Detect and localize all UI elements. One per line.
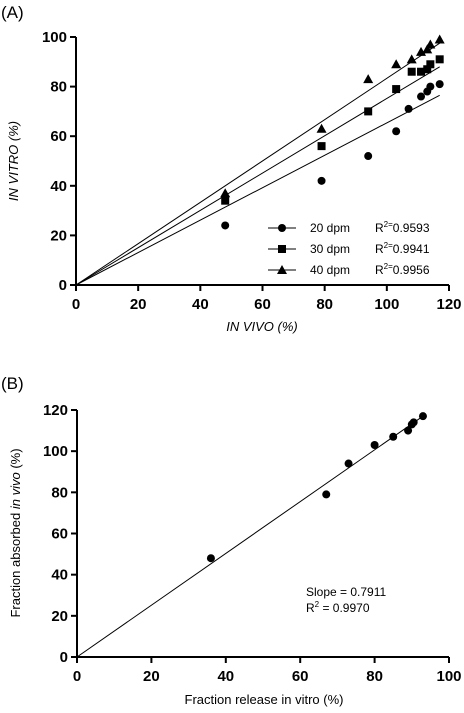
panel-a: (A) 0 20 40 60 80 100 120 0 20 40 60 80 100 IN VIVO… bbox=[1, 3, 462, 334]
panel-a-x-tick-label: 120 bbox=[436, 296, 461, 313]
panel-a-label: (A) bbox=[1, 3, 24, 22]
panel-a-point-s1-0 bbox=[221, 196, 230, 205]
panel-a-point-s1-8 bbox=[435, 55, 444, 64]
panel-b-x-tick-label: 60 bbox=[292, 668, 309, 685]
legend-label-0: 20 dpm bbox=[310, 221, 350, 235]
panel-b-label: (B) bbox=[1, 374, 24, 393]
panel-a-point-s0-4 bbox=[404, 104, 413, 113]
panel-a-x-tick-label: 20 bbox=[130, 296, 147, 313]
panel-a-y-tick-label: 20 bbox=[50, 227, 67, 244]
panel-a-point-s0-3 bbox=[392, 127, 401, 136]
panel-a-point-s1-5 bbox=[417, 67, 426, 76]
panel-a-point-s0-8 bbox=[435, 80, 444, 89]
panel-a-x-tick-label: 0 bbox=[72, 296, 80, 313]
panel-a-y-tick-label: 0 bbox=[59, 277, 67, 294]
panel-b-point-s0-4 bbox=[389, 432, 398, 441]
panel-a-point-s1-2 bbox=[364, 107, 373, 116]
panel-a-x-tick-label: 40 bbox=[192, 296, 209, 313]
panel-a-y-tick-label: 40 bbox=[50, 178, 67, 195]
panel-a-x-tick-label: 100 bbox=[374, 296, 399, 313]
panel-a-x-title: IN VIVO (%) bbox=[226, 319, 298, 334]
panel-b-point-s0-7 bbox=[409, 418, 418, 427]
panel-b-y-tick-label: 80 bbox=[51, 484, 68, 501]
panel-a-y-title: IN VITRO (%) bbox=[6, 121, 21, 201]
panel-a-point-s0-5 bbox=[417, 92, 426, 101]
panel-b-y-tick-label: 120 bbox=[43, 402, 68, 419]
panel-a-point-s0-1 bbox=[317, 176, 326, 185]
panel-b-y-tick-label: 0 bbox=[60, 649, 68, 666]
panel-a-point-s2-7 bbox=[425, 39, 436, 49]
panel-a-point-s0-2 bbox=[364, 152, 373, 161]
legend-r2-0: R2=0.9593 bbox=[375, 220, 430, 235]
panel-a-point-s2-4 bbox=[406, 54, 417, 64]
panel-b-y-tick-label: 60 bbox=[51, 526, 68, 543]
panel-b-fit-line-0 bbox=[76, 415, 424, 658]
panel-a-point-s2-2 bbox=[363, 74, 374, 84]
legend-marker-2 bbox=[277, 265, 287, 274]
panel-b: (B) 0 20 40 60 80 100 0 20 40 60 80 100 120 Fractio… bbox=[1, 374, 462, 707]
panel-b-x-tick-label: 100 bbox=[436, 668, 461, 685]
panel-b-r2-text: R2 = 0.9970 bbox=[306, 600, 370, 615]
panel-b-point-s0-8 bbox=[418, 412, 427, 421]
panel-a-point-s0-7 bbox=[426, 82, 435, 91]
panel-a-y-tick-label: 80 bbox=[50, 79, 67, 96]
panel-a-legend: 20 dpm R2=0.9593 30 dpm R2=0.9941 40 dpm R2=0… bbox=[268, 220, 430, 277]
panel-b-x-tick-label: 20 bbox=[143, 668, 160, 685]
panel-b-slope-text: Slope = 0.7911 bbox=[306, 585, 387, 599]
panel-b-y-tick-label: 20 bbox=[51, 608, 68, 625]
panel-b-x-tick-label: 80 bbox=[366, 668, 383, 685]
panel-b-point-s0-3 bbox=[370, 440, 379, 449]
panel-a-point-s1-6 bbox=[423, 65, 432, 74]
legend-r2-2: R2=0.9956 bbox=[375, 262, 430, 277]
panel-a-y-tick-label: 100 bbox=[42, 29, 67, 46]
panel-a-x-tick-label: 80 bbox=[316, 296, 333, 313]
panel-b-point-s0-1 bbox=[322, 490, 331, 499]
legend-marker-0 bbox=[278, 224, 286, 232]
panel-a-x-tick-label: 60 bbox=[254, 296, 271, 313]
panel-a-point-s2-3 bbox=[391, 59, 402, 69]
panel-b-x-tick-label: 0 bbox=[73, 668, 81, 685]
panel-a-point-s0-0 bbox=[221, 221, 230, 230]
panel-a-point-s1-7 bbox=[426, 60, 435, 69]
panel-b-x-title: Fraction release in vitro (%) bbox=[185, 692, 344, 707]
panel-a-point-s1-3 bbox=[392, 85, 401, 94]
legend-label-2: 40 dpm bbox=[310, 263, 350, 277]
panel-a-point-s2-0 bbox=[220, 188, 231, 198]
panel-a-point-s2-1 bbox=[316, 123, 327, 133]
panel-a-fit-line-2 bbox=[75, 42, 440, 286]
legend-marker-1 bbox=[278, 245, 286, 253]
panel-a-fit-line-0 bbox=[75, 94, 440, 286]
panel-a-point-s2-6 bbox=[422, 44, 433, 54]
panel-b-y-tick-label: 40 bbox=[51, 567, 68, 584]
panel-a-point-s1-1 bbox=[317, 142, 326, 151]
panel-a-fit-line-1 bbox=[75, 66, 440, 286]
legend-r2-1: R2=0.9941 bbox=[375, 241, 430, 256]
panel-b-y-tick-label: 100 bbox=[43, 443, 68, 460]
panel-a-point-s2-8 bbox=[434, 34, 445, 44]
panel-b-x-tick-label: 40 bbox=[217, 668, 234, 685]
legend-label-1: 30 dpm bbox=[310, 242, 350, 256]
panel-a-y-tick-label: 60 bbox=[50, 128, 67, 145]
panel-a-point-s2-5 bbox=[416, 46, 427, 56]
panel-b-point-s0-0 bbox=[206, 554, 215, 563]
panel-b-y-title: Fraction absorbed in vivo (%) bbox=[8, 448, 23, 617]
panel-b-point-s0-5 bbox=[404, 426, 413, 435]
panel-a-point-s1-4 bbox=[407, 67, 416, 76]
panel-b-point-s0-2 bbox=[344, 459, 353, 468]
